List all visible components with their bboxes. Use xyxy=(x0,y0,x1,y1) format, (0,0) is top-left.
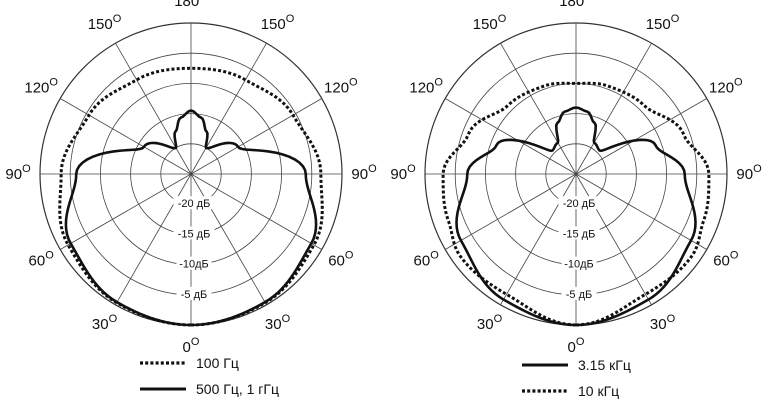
angle-label: 150O xyxy=(473,13,507,33)
angle-degree-mark: O xyxy=(498,13,507,25)
angle-degree-mark: O xyxy=(22,163,31,175)
angle-degree-mark: O xyxy=(494,313,503,325)
angle-degree-mark: O xyxy=(671,13,680,25)
ring-label-bg xyxy=(561,256,597,270)
legend-label: 100 Гц xyxy=(196,355,239,371)
angle-label: 120O xyxy=(709,77,743,97)
angle-label: 120O xyxy=(409,77,443,97)
ring-label-bg xyxy=(558,196,600,210)
angle-degree-mark: O xyxy=(576,336,585,348)
ring-label: -10дБ xyxy=(179,259,209,271)
ring-label: -20 дБ xyxy=(178,198,211,210)
angle-degree-mark: O xyxy=(345,250,354,262)
grid-spoke xyxy=(500,173,577,305)
angle-label: 150O xyxy=(646,13,680,33)
angle-degree-mark: O xyxy=(109,313,118,325)
angle-label: 60O xyxy=(713,250,739,270)
angle-label: 120O xyxy=(24,77,58,97)
angle-label: 30O xyxy=(265,313,291,333)
ring-label: -5 дБ xyxy=(181,289,207,301)
ring-label: -5 дБ xyxy=(566,289,592,301)
ring-label-bg xyxy=(173,226,215,240)
grid-spoke xyxy=(445,173,577,250)
legend-label: 500 Гц, 1 гГц xyxy=(196,381,279,397)
ring-label-bg xyxy=(176,256,212,270)
angle-degree-mark: O xyxy=(430,250,439,262)
angle-degree-mark: O xyxy=(349,77,358,89)
grid-spoke xyxy=(190,173,322,250)
angle-degree-mark: O xyxy=(730,250,739,262)
polar-chart-2: -5 дБ -10дБ -15 дБ -20 дБ 0O 30O 60O 90O 120O 150… xyxy=(390,0,762,399)
angle-label: 60O xyxy=(328,250,354,270)
grid-spoke xyxy=(575,98,707,175)
grid-spoke xyxy=(190,173,267,305)
grid-spoke xyxy=(575,173,707,250)
polar-chart-1: -5 дБ -10дБ -15 дБ -20 дБ 0O 30O 60O 90O 120O 150… xyxy=(5,0,377,397)
angle-label: 90O xyxy=(736,163,762,183)
angle-label: 60O xyxy=(414,250,440,270)
angle-label: 30O xyxy=(650,313,676,333)
grid-spoke xyxy=(60,98,192,175)
angle-label: 90O xyxy=(5,163,31,183)
angle-degree-mark: O xyxy=(734,77,743,89)
legend-label: 3.15 кГц xyxy=(578,357,631,373)
angle-label: 150O xyxy=(88,13,122,33)
grid-spoke xyxy=(60,173,192,250)
grid-spoke xyxy=(575,43,652,175)
angle-degree-mark: O xyxy=(434,77,443,89)
grid-spoke xyxy=(190,98,322,175)
angle-degree-mark: O xyxy=(753,163,762,175)
ring-label-bg xyxy=(561,286,597,300)
angle-degree-mark: O xyxy=(286,13,295,25)
angle-degree-mark: O xyxy=(368,163,377,175)
angle-label: 150O xyxy=(261,13,295,33)
angle-label: 30O xyxy=(477,313,503,333)
angle-label: 0O xyxy=(183,336,200,356)
angle-degree-mark: O xyxy=(282,313,291,325)
grid-spoke xyxy=(445,98,577,175)
series-line-1 xyxy=(455,106,697,327)
angle-label: 90O xyxy=(351,163,377,183)
angle-label: 30O xyxy=(92,313,118,333)
ring-label: -10дБ xyxy=(564,259,594,271)
ring-label-bg xyxy=(176,286,212,300)
angle-label: 120O xyxy=(324,77,358,97)
ring-label-bg xyxy=(173,196,215,210)
angle-label: 180O xyxy=(559,0,593,10)
angle-degree-mark: O xyxy=(199,0,208,2)
ring-label: -20 дБ xyxy=(563,198,596,210)
ring-label: -15 дБ xyxy=(178,228,211,240)
angle-degree-mark: O xyxy=(49,77,58,89)
angle-label: 180O xyxy=(174,0,208,10)
angle-degree-mark: O xyxy=(45,250,54,262)
legend-label: 10 кГц xyxy=(578,383,619,399)
angle-degree-mark: O xyxy=(584,0,593,2)
grid-spoke xyxy=(500,43,577,175)
series-line-2 xyxy=(64,109,318,327)
angle-degree-mark: O xyxy=(667,313,676,325)
ring-label-bg xyxy=(558,226,600,240)
angle-degree-mark: O xyxy=(191,336,200,348)
angle-label: 0O xyxy=(568,336,585,356)
grid-spoke xyxy=(575,173,652,305)
grid-spoke xyxy=(115,173,192,305)
grid-spoke xyxy=(190,43,267,175)
series-line-2 xyxy=(441,81,711,327)
ring-label: -15 дБ xyxy=(563,228,596,240)
angle-degree-mark: O xyxy=(113,13,122,25)
angle-label: 60O xyxy=(29,250,55,270)
angle-label: 90O xyxy=(390,163,416,183)
angle-degree-mark: O xyxy=(407,163,416,175)
grid-spoke xyxy=(115,43,192,175)
